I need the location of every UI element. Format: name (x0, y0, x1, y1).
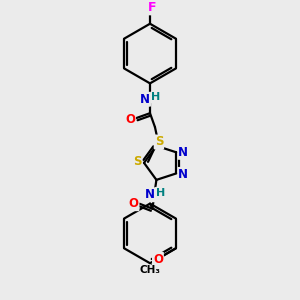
Text: N: N (178, 146, 188, 159)
Text: O: O (125, 112, 135, 126)
Text: CH₃: CH₃ (140, 265, 160, 275)
Text: N: N (144, 188, 154, 201)
Text: S: S (155, 136, 163, 148)
Text: F: F (148, 1, 156, 14)
Text: H: H (156, 188, 165, 198)
Text: O: O (153, 253, 163, 266)
Text: S: S (133, 155, 141, 168)
Text: N: N (140, 93, 150, 106)
Text: N: N (178, 168, 188, 181)
Text: H: H (151, 92, 160, 102)
Text: O: O (128, 197, 139, 210)
